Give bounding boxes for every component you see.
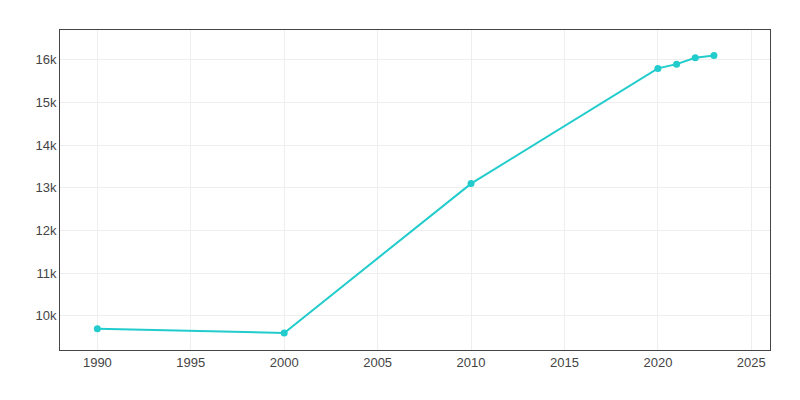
svg-text:2000: 2000	[270, 355, 299, 370]
svg-text:12k: 12k	[35, 223, 56, 238]
svg-text:13k: 13k	[35, 180, 56, 195]
svg-text:10k: 10k	[35, 308, 56, 323]
svg-text:2010: 2010	[457, 355, 486, 370]
svg-text:2020: 2020	[643, 355, 672, 370]
svg-text:15k: 15k	[35, 95, 56, 110]
svg-text:2025: 2025	[737, 355, 766, 370]
svg-text:2015: 2015	[550, 355, 579, 370]
svg-text:14k: 14k	[35, 138, 56, 153]
svg-text:2005: 2005	[363, 355, 392, 370]
svg-text:1995: 1995	[176, 355, 205, 370]
svg-text:11k: 11k	[36, 266, 56, 281]
svg-text:16k: 16k	[35, 52, 56, 67]
svg-text:1990: 1990	[83, 355, 112, 370]
